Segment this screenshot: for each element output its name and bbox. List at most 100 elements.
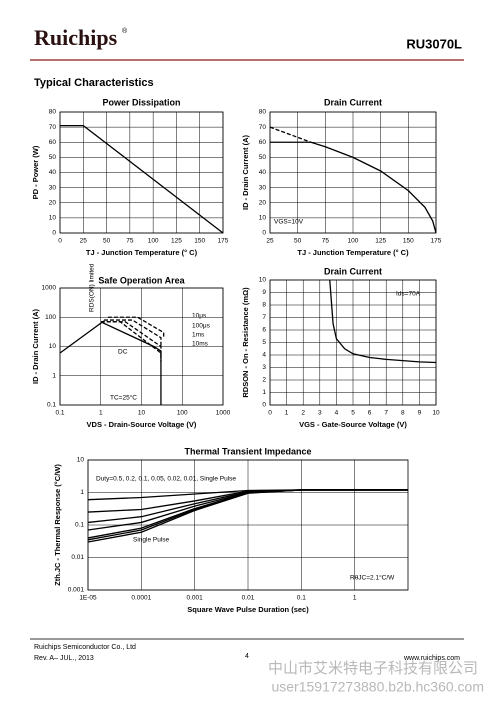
series-label: 10ms — [192, 341, 209, 348]
y-tick-label: 5 — [262, 339, 266, 346]
annotation: Ids=70A — [396, 291, 421, 298]
y-tick-label: 40 — [259, 169, 267, 176]
chart-title: Power Dissipation — [102, 97, 180, 107]
series-line — [103, 319, 162, 347]
x-tick-label: 0 — [268, 410, 272, 417]
series-label: 1ms — [192, 332, 205, 339]
y-tick-label: 2 — [262, 377, 266, 384]
footer-url: www.ruichips.com — [403, 655, 460, 662]
watermark-company: 中山市艾米特电子科技有限公司 — [268, 660, 478, 677]
y-axis-label: PD - Power (W) — [31, 145, 40, 199]
y-tick-label: 10 — [49, 215, 57, 222]
x-tick-label: 50 — [103, 238, 111, 245]
annotation: RθJC=2.1°C/W — [350, 574, 395, 582]
y-tick-label: 80 — [49, 109, 57, 116]
y-tick-label: 1 — [80, 489, 84, 496]
y-tick-label: 80 — [259, 109, 267, 116]
x-tick-label: 75 — [126, 238, 134, 245]
y-tick-label: 30 — [259, 184, 267, 191]
series-line — [329, 279, 437, 364]
x-tick-label: 0.1 — [297, 595, 306, 602]
y-tick-label: 0.01 — [71, 554, 84, 561]
x-tick-label: 9 — [418, 410, 422, 417]
chart-title: Safe Operation Area — [98, 275, 185, 285]
x-tick-label: 1 — [99, 410, 103, 417]
series-line — [87, 489, 408, 543]
x-tick-label: 8 — [401, 410, 405, 417]
y-axis-label: Zth.JC - Thermal Response (°C/W) — [53, 464, 62, 586]
x-tick-label: 0.0001 — [131, 595, 151, 602]
y-tick-label: 10 — [259, 277, 267, 284]
series-label: Single Pulse — [133, 537, 170, 544]
x-tick-label: 25 — [266, 238, 274, 245]
y-tick-label: 10 — [77, 457, 85, 464]
x-tick-label: 150 — [194, 238, 205, 245]
series-label: 100μs — [192, 323, 211, 330]
annotation: VGS=10V — [274, 219, 304, 226]
annotation: Duty=0.5, 0.2, 0.1, 0.05, 0.02, 0.01, Si… — [96, 476, 236, 483]
footer-company: Ruichips Semiconductor Co., Ltd — [34, 644, 136, 651]
x-tick-label: 0.01 — [242, 595, 255, 602]
x-tick-label: 175 — [218, 238, 229, 245]
y-tick-label: 10 — [49, 343, 57, 350]
y-tick-label: 7 — [262, 314, 266, 321]
footer-rev: Rev. A– JUL., 2013 — [34, 655, 94, 662]
x-tick-label: 50 — [294, 238, 302, 245]
y-tick-label: 3 — [262, 364, 266, 371]
x-tick-label: 125 — [171, 238, 182, 245]
y-tick-label: 0.1 — [75, 522, 84, 529]
series-line — [100, 321, 162, 405]
x-tick-label: 1 — [353, 595, 357, 602]
x-tick-label: 125 — [375, 238, 386, 245]
y-tick-label: 9 — [262, 289, 266, 296]
x-tick-label: 100 — [177, 410, 188, 417]
x-tick-label: 7 — [384, 410, 388, 417]
y-tick-label: 4 — [262, 352, 266, 359]
page-number: 4 — [245, 653, 249, 660]
y-tick-label: 0.1 — [47, 402, 56, 409]
series-line — [60, 124, 224, 234]
logo-mark: ® — [122, 27, 128, 35]
y-tick-label: 0 — [262, 402, 266, 409]
x-axis-label: VGS - Gate-Source Voltage (V) — [299, 420, 407, 429]
y-tick-label: 20 — [259, 199, 267, 206]
series-label: DC — [118, 349, 128, 356]
x-tick-label: 100 — [148, 238, 159, 245]
y-tick-label: 50 — [259, 154, 267, 161]
series-line — [269, 126, 312, 143]
x-tick-label: 175 — [431, 238, 442, 245]
x-tick-label: 75 — [322, 238, 330, 245]
x-tick-label: 4 — [335, 410, 339, 417]
y-tick-label: 1 — [52, 372, 56, 379]
x-tick-label: 0 — [58, 238, 62, 245]
y-tick-label: 0 — [262, 230, 266, 237]
x-tick-label: 25 — [80, 238, 88, 245]
x-tick-label: 0.001 — [187, 595, 204, 602]
x-tick-label: 150 — [403, 238, 414, 245]
x-axis-label: TJ - Junction Temperature (° C) — [297, 248, 409, 257]
watermark-user: user15917273880.b2b.hc360.com — [271, 679, 484, 695]
y-tick-label: 1000 — [42, 285, 57, 292]
series-label: 10μs — [192, 313, 207, 320]
chart-title: Drain Current — [324, 97, 382, 107]
y-axis-label: ID - Drain Current (A) — [241, 134, 250, 210]
y-tick-label: 8 — [262, 302, 266, 309]
y-tick-label: 6 — [262, 327, 266, 334]
x-axis-label: VDS - Drain-Source Voltage (V) — [87, 420, 197, 429]
x-tick-label: 5 — [351, 410, 355, 417]
y-tick-label: 20 — [49, 199, 57, 206]
y-tick-label: 100 — [45, 314, 56, 321]
x-tick-label: 10 — [138, 410, 146, 417]
y-tick-label: 60 — [259, 139, 267, 146]
y-tick-label: 60 — [49, 139, 57, 146]
y-tick-label: 10 — [259, 215, 267, 222]
chart-title: Drain Current — [324, 266, 382, 276]
part-number: RU3070L — [406, 36, 462, 51]
x-tick-label: 100 — [348, 238, 359, 245]
series-line — [59, 320, 105, 354]
y-axis-label: RDSON - On - Resistance (mΩ) — [241, 287, 250, 398]
x-tick-label: 1000 — [216, 410, 231, 417]
x-tick-label: 6 — [368, 410, 372, 417]
x-axis-label: TJ - Junction Temperature (° C) — [86, 248, 198, 257]
